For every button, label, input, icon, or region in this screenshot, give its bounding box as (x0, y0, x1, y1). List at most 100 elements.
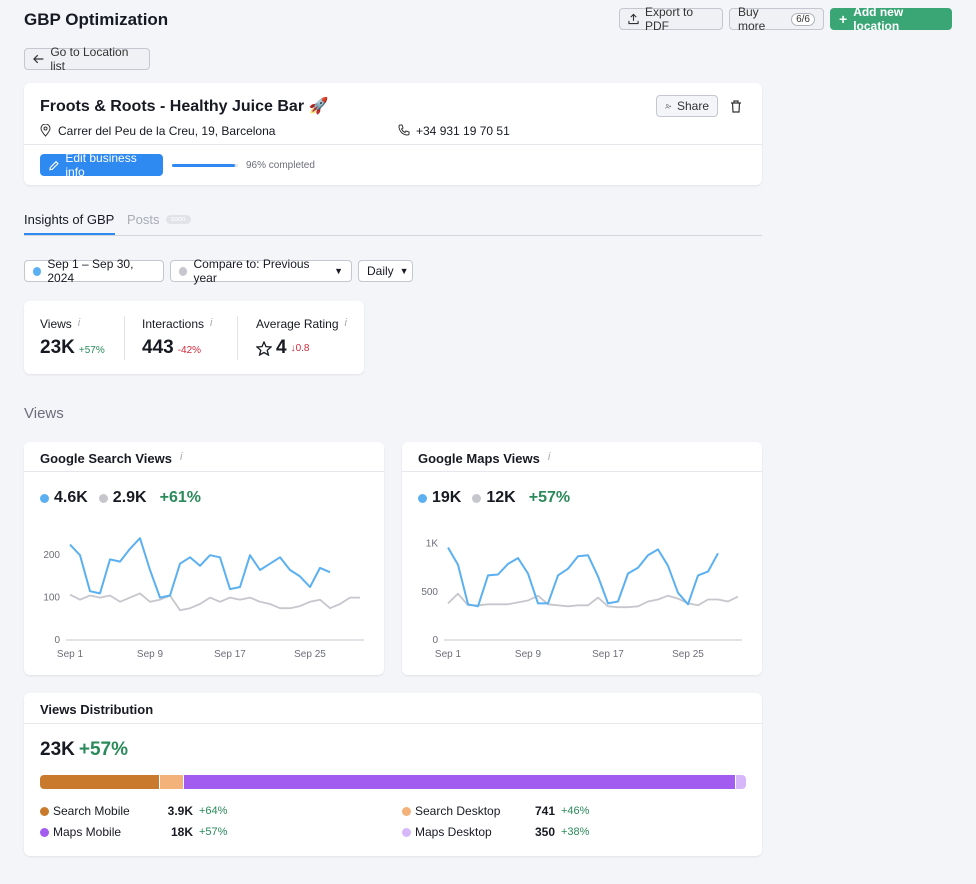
legend-value: 3.9K (167, 804, 193, 818)
x-tick-label: Sep 9 (515, 649, 542, 660)
y-tick-label: 200 (43, 550, 60, 561)
current-series-dot (40, 493, 49, 503)
maps-mobile-dot (40, 827, 49, 837)
business-phone: +34 931 19 70 51 (416, 124, 510, 138)
tab-insights-of-gbp[interactable]: Insights of GBP (24, 212, 115, 227)
kpi-views-label: Views (40, 317, 72, 331)
kpi-rating-label: Average Rating (256, 317, 339, 331)
x-tick-label: Sep 1 (57, 649, 84, 660)
completion-progress-text: 96% completed (246, 160, 315, 171)
distribution-title: Views Distribution (40, 702, 154, 717)
x-tick-label: Sep 9 (137, 649, 164, 660)
previous-series-dot (472, 493, 482, 503)
info-icon[interactable]: i (344, 317, 347, 329)
date-range-picker[interactable]: Sep 1 – Sep 30, 2024 (24, 257, 164, 285)
granularity-select[interactable]: Daily ▼ (358, 260, 413, 282)
chevron-down-icon: ▼ (399, 266, 409, 276)
compare-select[interactable]: Compare to: Previous year ▼ (170, 257, 352, 285)
distribution-segment-search-mobile[interactable] (40, 775, 160, 789)
add-new-location-label: Add new location (853, 5, 904, 33)
granularity-value: Daily (367, 264, 394, 278)
edit-business-info-button[interactable]: Edit business info (40, 151, 163, 179)
search-mobile-dot (40, 806, 49, 816)
current-series-line (69, 537, 331, 599)
x-tick-label: Sep 17 (214, 649, 246, 660)
info-icon[interactable]: i (210, 317, 213, 329)
google-search-views-chart: 0 100 200 Sep 1 Sep 9 Sep 17 Sep 25 (43, 537, 364, 660)
trash-icon[interactable] (730, 100, 742, 113)
location-pin-icon (40, 124, 51, 137)
google-maps-views-card: Google Maps Views i 19K 12K +57% 0 500 1K S… (402, 442, 762, 675)
upload-icon (628, 13, 639, 25)
x-tick-label: Sep 1 (435, 649, 462, 660)
y-tick-label: 500 (421, 587, 438, 598)
kpi-views-value: 23K (40, 337, 75, 358)
y-tick-label: 1K (426, 539, 439, 550)
y-tick-label: 0 (54, 635, 60, 646)
back-to-location-list-button[interactable]: Go to Location list (24, 45, 150, 73)
legend-value: 18K (170, 825, 193, 839)
maps-previous-value: 12K (486, 489, 516, 506)
legend-search-desktop: Search Desktop 741 +46% (402, 804, 589, 818)
maps-current-value: 19K (432, 489, 462, 506)
views-distribution-card: Views Distribution 23K +57% Search Mobil… (24, 693, 762, 856)
search-desktop-dot (402, 806, 411, 816)
distribution-segment-maps-mobile[interactable] (184, 775, 735, 789)
previous-series-dot (98, 493, 108, 503)
legend-delta: +57% (199, 826, 228, 838)
legend-delta: +64% (199, 805, 228, 817)
business-name: Froots & Roots - Healthy Juice Bar 🚀 (40, 98, 329, 115)
current-series-line (447, 546, 719, 608)
kpi-interactions-value: 443 (142, 337, 174, 358)
buy-more-count-badge: 6/6 (791, 12, 815, 26)
completion-progress-fill (172, 164, 236, 167)
page-title: GBP Optimization (24, 10, 169, 29)
add-new-location-button[interactable]: + Add new location (830, 5, 952, 33)
star-icon (256, 340, 272, 356)
kpi-views: Views i 23K +57% (40, 317, 105, 359)
add-person-icon (665, 103, 671, 109)
info-icon[interactable]: i (77, 317, 81, 329)
current-series-dot (418, 493, 427, 503)
share-button[interactable]: Share (656, 95, 718, 117)
previous-series-line (69, 592, 360, 612)
kpi-card: Views i 23K +57% Interactions i 443 -42% Ave… (24, 301, 364, 374)
compare-value: Compare to: Previous year (193, 257, 310, 285)
previous-period-dot (179, 266, 188, 276)
arrow-left-icon (33, 54, 44, 64)
x-tick-label: Sep 17 (592, 649, 624, 660)
phone-icon (398, 124, 410, 136)
legend-label: Search Desktop (415, 804, 501, 818)
export-pdf-button[interactable]: Export to PDF (619, 5, 723, 33)
legend-label: Search Mobile (53, 804, 130, 818)
google-search-views-card: Google Search Views i 4.6K 2.9K +61% 0 10… (24, 442, 384, 675)
y-tick-label: 100 (43, 593, 60, 604)
buy-more-button[interactable]: Buy more 6/6 (729, 5, 824, 33)
tab-posts[interactable]: Posts soon (127, 212, 191, 227)
google-maps-views-chart: 0 500 1K Sep 1 Sep 9 Sep 17 Sep 25 (421, 539, 742, 660)
search-delta: +61% (159, 489, 201, 506)
legend-value: 741 (534, 804, 555, 818)
buy-more-label: Buy more (738, 5, 766, 33)
distribution-stacked-bar (40, 775, 746, 789)
info-icon[interactable]: i (179, 451, 183, 463)
kpi-views-delta: +57% (78, 345, 105, 356)
distribution-segment-search-desktop[interactable] (160, 775, 184, 789)
search-current-value: 4.6K (54, 489, 88, 506)
legend-maps-mobile: Maps Mobile 18K +57% (40, 825, 227, 839)
legend-label: Maps Desktop (415, 825, 492, 839)
legend-search-mobile: Search Mobile 3.9K +64% (40, 804, 227, 818)
search-previous-value: 2.9K (112, 489, 147, 506)
chevron-down-icon: ▼ (334, 266, 343, 276)
info-icon[interactable]: i (547, 451, 551, 463)
maps-delta: +57% (528, 489, 571, 506)
search-card-title: Google Search Views (40, 451, 172, 466)
current-period-dot (33, 266, 42, 276)
completion-progress-bar (172, 164, 238, 167)
legend-delta: +38% (561, 826, 590, 838)
legend-value: 350 (534, 825, 555, 839)
distribution-segment-maps-desktop[interactable] (735, 775, 746, 789)
share-label: Share (676, 99, 709, 113)
back-label: Go to Location list (50, 45, 129, 73)
legend-maps-desktop: Maps Desktop 350 +38% (402, 825, 589, 839)
